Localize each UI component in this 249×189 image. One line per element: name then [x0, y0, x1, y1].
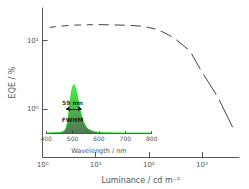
svg-text:FWHM: FWHM — [62, 116, 84, 123]
svg-text:Luminance / cd m⁻²: Luminance / cd m⁻² — [101, 176, 180, 185]
svg-text:EQE / %: EQE / % — [8, 66, 17, 98]
svg-text:800: 800 — [146, 135, 158, 142]
svg-text:10¹: 10¹ — [90, 161, 102, 169]
svg-text:700: 700 — [120, 135, 132, 142]
svg-text:400: 400 — [40, 135, 52, 142]
svg-text:10⁰: 10⁰ — [37, 161, 49, 169]
svg-text:Wavelength / nm: Wavelength / nm — [71, 147, 126, 155]
svg-text:600: 600 — [93, 135, 105, 142]
svg-text:10⁰: 10⁰ — [27, 105, 39, 113]
svg-text:10³: 10³ — [196, 161, 208, 169]
svg-text:500: 500 — [67, 135, 79, 142]
svg-text:10¹: 10¹ — [27, 37, 39, 45]
svg-text:10²: 10² — [143, 161, 155, 169]
svg-text:59 nm: 59 nm — [62, 99, 83, 106]
